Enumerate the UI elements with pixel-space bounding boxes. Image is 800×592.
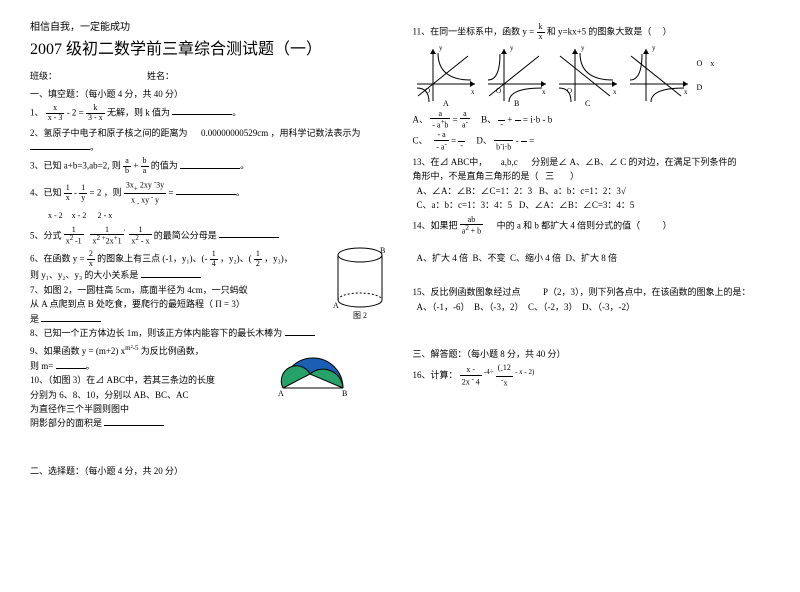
frac: 1x bbox=[64, 184, 72, 203]
blank bbox=[104, 416, 164, 426]
frac: - bbox=[458, 132, 465, 151]
svg-text:x: x bbox=[542, 88, 546, 96]
frac: b-i·b bbox=[494, 131, 513, 152]
svg-text:y: y bbox=[652, 46, 656, 52]
frac: a- a+b bbox=[430, 110, 450, 131]
frac: x -2x - 4 bbox=[460, 366, 482, 387]
class-label: 班级： bbox=[30, 70, 57, 84]
q6-q7-q8: A B 图 2 6、在函数 y = 2x 的图象上有三点 (-1，y₁)、(- … bbox=[30, 250, 388, 341]
frac: 3x+ 2xy -3yx - xy - y bbox=[124, 179, 166, 208]
svg-text:B: B bbox=[514, 99, 519, 106]
frac: - a- a- bbox=[434, 131, 449, 152]
section3-head: 三、解答题：（每小题 8 分，共 40 分） bbox=[413, 348, 771, 362]
graph-c: y x O C bbox=[555, 46, 620, 106]
svg-text:x: x bbox=[471, 88, 475, 96]
svg-text:A: A bbox=[278, 389, 284, 398]
frac: xx - 3 bbox=[46, 104, 65, 123]
q12: A、 a- a+b = aa- B、 - + = i·b - b C、 - a-… bbox=[413, 110, 771, 153]
svg-text:A: A bbox=[443, 99, 449, 106]
frac: kx bbox=[537, 23, 545, 42]
frac: - bbox=[498, 111, 505, 130]
svg-text:O: O bbox=[425, 87, 430, 95]
blank bbox=[176, 185, 236, 195]
frac: 1x2 - x bbox=[129, 226, 151, 247]
blank bbox=[141, 268, 201, 278]
svg-text:x: x bbox=[684, 88, 688, 96]
svg-text:C: C bbox=[585, 99, 590, 106]
frac: 14 bbox=[210, 250, 218, 269]
frac: 1x2 +2x+1 bbox=[90, 226, 123, 247]
q9-q10: A B 9、如果函数 y = (m+2) xm²-5 为反比例函数， 则 m= … bbox=[30, 343, 388, 430]
motto: 相信自我，一定能成功 bbox=[30, 20, 388, 35]
doc-title: 2007 级初二数学前三章综合测试题（一） bbox=[30, 38, 388, 62]
section2-head: 二、选择题：（每小题 4 分，共 20 分） bbox=[30, 465, 388, 479]
graph-b: y x O B bbox=[484, 46, 549, 106]
q2: 2、氢原子中电子和原子核之间的距离为 0.00000000529cm ，用科学记… bbox=[30, 126, 388, 155]
frac: 1y bbox=[79, 184, 87, 203]
q11: 11、在同一坐标系中，函数 y = kx 和 y=kx+5 的图象大致是（ ） bbox=[413, 23, 771, 42]
svg-text:y: y bbox=[439, 46, 443, 52]
frac bbox=[515, 111, 521, 130]
cylinder-figure: A B 图 2 bbox=[333, 245, 388, 320]
q13: 13、在⊿ ABC中， a,b,c 分别是∠ A、∠B、∠ C 的对边，在满足下… bbox=[413, 155, 771, 213]
name-label: 姓名： bbox=[147, 70, 174, 84]
frac: 2x bbox=[87, 250, 95, 269]
blank bbox=[285, 326, 315, 336]
frac: k3 - x bbox=[86, 104, 105, 123]
graph-d: yx bbox=[626, 46, 691, 106]
q4: 4、已知 1x - 1y = 2 ，则 3x+ 2xy -3yx - xy - … bbox=[30, 179, 388, 223]
svg-text:图 2: 图 2 bbox=[353, 311, 367, 320]
q14: 14、如果把 aba2 + b 中的 a 和 b 都扩大 4 倍则分式的值（ ）… bbox=[413, 216, 771, 266]
q5: 5、分式 1x2 -1 1x2 +2x+1' 1x2 - x 的最简公分母是 bbox=[30, 226, 388, 247]
blank bbox=[172, 105, 232, 115]
q15: 15、反比例函数图象经过点 P（2，3），则下列各点中，在该函数的图象上的是： … bbox=[413, 285, 771, 314]
frac: (-12-x bbox=[496, 364, 513, 388]
frac: ab bbox=[123, 157, 131, 176]
graph-a: y x O A bbox=[413, 46, 478, 106]
svg-text:B: B bbox=[342, 389, 347, 398]
blank bbox=[41, 312, 101, 322]
section1-head: 一、填空题：（每小题 4 分，共 40 分） bbox=[30, 88, 388, 102]
frac: 1x2 -1 bbox=[64, 226, 84, 247]
svg-text:y: y bbox=[510, 46, 514, 52]
frac: ba bbox=[141, 157, 149, 176]
svg-text:O: O bbox=[496, 87, 501, 95]
semicircle-figure: A B bbox=[268, 338, 378, 398]
q1: 1、 xx - 3 - 2 = k3 - x 无解，则 k 值为 。 bbox=[30, 104, 388, 123]
q16: 16、计算： x -2x - 4 -4÷ (-12-x - x - 2) bbox=[413, 364, 771, 388]
blank bbox=[219, 228, 279, 238]
frac bbox=[521, 132, 527, 151]
graph-options: yxO A yxO B yxO C yx bbox=[413, 46, 771, 106]
frac: 12 bbox=[254, 250, 262, 269]
frac: aa- bbox=[460, 110, 470, 131]
blank bbox=[180, 159, 240, 169]
blank bbox=[56, 359, 86, 369]
frac: aba2 + b bbox=[460, 216, 483, 237]
svg-text:O: O bbox=[567, 87, 572, 95]
q3: 3、已知 a+b=3,ab=2, 则 ab + ba 的值为 。 bbox=[30, 157, 388, 176]
svg-text:y: y bbox=[581, 46, 585, 52]
blank bbox=[30, 140, 90, 150]
svg-text:x: x bbox=[613, 88, 617, 96]
svg-text:A: A bbox=[333, 301, 339, 310]
svg-text:B: B bbox=[380, 246, 385, 255]
